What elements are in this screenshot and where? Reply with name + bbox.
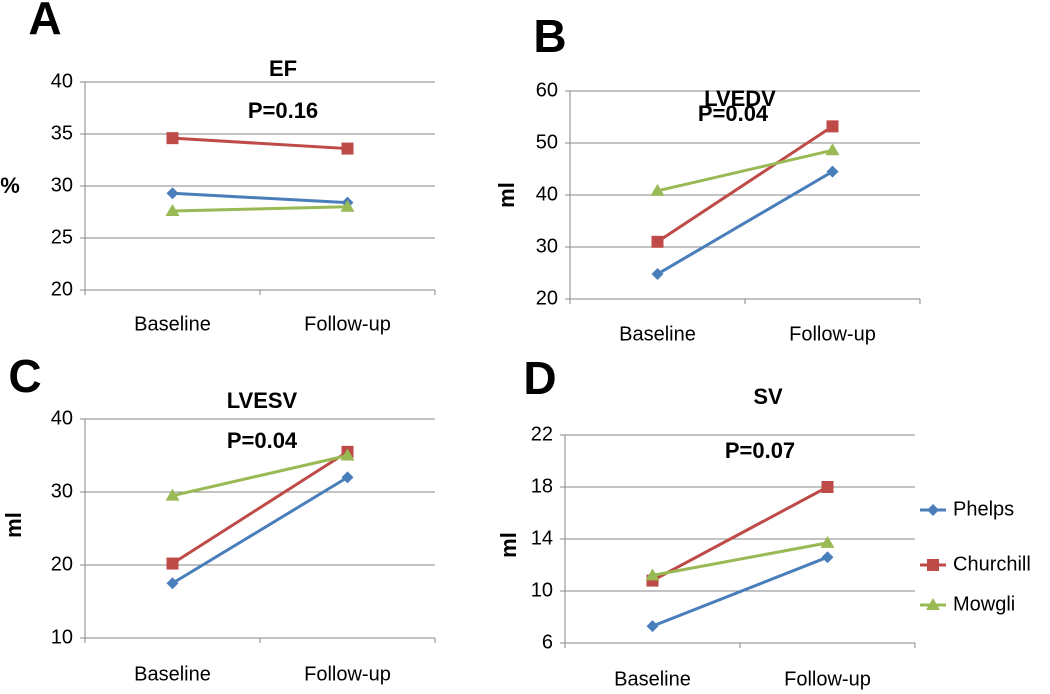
x-tick-label: Follow-up [304, 313, 391, 335]
legend-marker [926, 598, 940, 610]
y-tick-label: 30 [536, 235, 558, 257]
y-axis-label: ml [496, 532, 521, 558]
x-tick-label: Baseline [134, 663, 211, 685]
y-tick-label: 30 [51, 480, 73, 502]
point [825, 143, 840, 156]
series-line [656, 170, 834, 276]
point [646, 620, 659, 633]
x-tick-label: Follow-up [304, 663, 391, 685]
y-tick-label: 10 [531, 579, 553, 601]
y-tick-label: 40 [51, 70, 73, 92]
series-line [172, 205, 348, 213]
x-tick-label: Baseline [619, 323, 696, 345]
point [826, 120, 839, 133]
chart-title: SV [753, 384, 783, 409]
panel-letter: B [533, 10, 566, 62]
point [820, 535, 835, 548]
y-tick-label: 40 [51, 407, 73, 429]
point [166, 187, 179, 200]
annotation: P=0.04 [227, 428, 298, 453]
series-line [171, 450, 349, 565]
y-tick-label: 22 [531, 423, 553, 445]
panel-letter: A [28, 0, 61, 44]
panel-letter: D [523, 352, 556, 404]
point [165, 203, 180, 216]
legend-label: Mowgli [953, 593, 1015, 615]
series-line [656, 125, 834, 244]
point [651, 235, 664, 248]
y-tick-label: 30 [51, 174, 73, 196]
y-tick-label: 20 [536, 287, 558, 309]
point [651, 268, 664, 281]
chart-title: LVEDV [704, 86, 776, 111]
legend-marker [927, 559, 939, 571]
series-line [172, 454, 348, 498]
series-line [651, 485, 829, 582]
point [821, 551, 834, 564]
point [166, 132, 179, 145]
series-line [651, 555, 829, 628]
y-tick-label: 20 [51, 278, 73, 300]
panel-letter: C [8, 350, 41, 402]
series-line [657, 148, 833, 193]
chart-title: LVESV [227, 388, 298, 413]
y-axis-label: ml [494, 182, 519, 208]
annotation: P=0.04 [698, 101, 769, 126]
x-tick-label: Follow-up [784, 668, 871, 690]
series-line [172, 136, 348, 151]
point [165, 488, 180, 501]
chart-title: EF [269, 56, 297, 81]
point [341, 471, 354, 484]
y-tick-label: 40 [536, 183, 558, 205]
annotation: P=0.07 [725, 438, 795, 463]
y-tick-label: 35 [51, 122, 73, 144]
legend-label: Churchill [953, 553, 1031, 575]
y-tick-label: 25 [51, 226, 73, 248]
y-axis-label: % [0, 173, 20, 198]
point [341, 142, 354, 155]
x-tick-label: Follow-up [789, 323, 876, 345]
x-tick-label: Baseline [614, 668, 691, 690]
y-tick-label: 6 [542, 631, 553, 653]
annotation: P=0.16 [248, 98, 318, 123]
series-line [171, 476, 349, 585]
point [166, 577, 179, 590]
legend-label: Phelps [953, 498, 1014, 520]
y-tick-label: 50 [536, 131, 558, 153]
point [166, 557, 179, 570]
y-axis-label: ml [1, 512, 26, 538]
y-tick-label: 14 [531, 527, 553, 549]
series-line [172, 191, 348, 205]
point [650, 183, 665, 196]
y-tick-label: 10 [51, 626, 73, 648]
legend-marker [927, 504, 939, 516]
series-line [652, 541, 828, 577]
y-tick-label: 18 [531, 475, 553, 497]
point [340, 448, 355, 461]
point [826, 165, 839, 178]
point [821, 481, 834, 493]
x-tick-label: Baseline [134, 313, 211, 335]
point [645, 568, 660, 581]
point [340, 199, 355, 212]
y-tick-label: 60 [536, 79, 558, 101]
y-tick-label: 20 [51, 553, 73, 575]
